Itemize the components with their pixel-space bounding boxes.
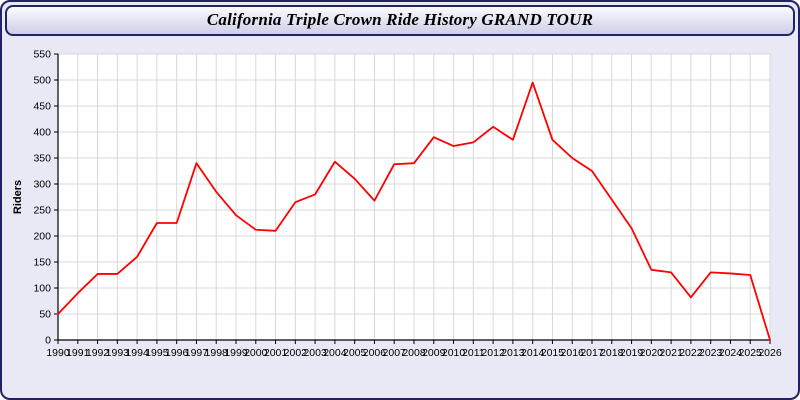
x-tick-label: 1991 xyxy=(66,347,90,359)
x-tick-label: 2012 xyxy=(481,347,505,359)
x-tick-label: 2002 xyxy=(284,347,308,359)
x-tick-label: 2010 xyxy=(442,347,466,359)
ride-history-line-chart: 0501001502002503003504004505005501990199… xyxy=(12,49,782,360)
y-axis-title: Riders xyxy=(12,180,24,214)
y-tick-label: 100 xyxy=(33,283,51,295)
x-tick-label: 1996 xyxy=(165,347,189,359)
y-tick-label: 550 xyxy=(33,49,51,61)
x-tick-label: 2007 xyxy=(383,347,407,359)
x-tick-label: 2016 xyxy=(561,347,585,359)
x-tick-label: 2017 xyxy=(580,347,604,359)
grid-lines xyxy=(57,53,771,341)
y-tick-label: 150 xyxy=(33,257,51,269)
x-tick-label: 2013 xyxy=(501,347,525,359)
x-tick-label: 1998 xyxy=(205,347,229,359)
x-tick-label: 2025 xyxy=(739,347,763,359)
x-tick-label: 2014 xyxy=(521,347,545,359)
y-axis-ticks: 0 50 100 150 200 250 300 350 400 450 500 550 xyxy=(33,49,58,347)
chart-container: 0 50 100 150 200 250 300 350 400 450 500 550 1990 199… xyxy=(8,42,792,387)
x-tick-label: 2000 xyxy=(244,347,268,359)
x-tick-label: 2003 xyxy=(303,347,327,359)
y-tick-label: 250 xyxy=(33,205,51,217)
y-tick-label: 300 xyxy=(33,179,51,191)
page-title: California Triple Crown Ride History GRA… xyxy=(206,10,594,29)
x-tick-label: 2018 xyxy=(600,347,624,359)
x-tick-label: 2023 xyxy=(699,347,723,359)
x-tick-label: 2011 xyxy=(462,347,485,359)
title-bar: California Triple Crown Ride History GRA… xyxy=(5,5,795,36)
x-tick-label: 1995 xyxy=(145,347,169,359)
y-tick-label: 400 xyxy=(33,127,51,139)
y-tick-label: 200 xyxy=(33,231,51,243)
x-tick-label: 1992 xyxy=(86,347,110,359)
x-tick-label: 2026 xyxy=(758,347,782,359)
x-tick-label: 2019 xyxy=(620,347,644,359)
y-tick-label: 500 xyxy=(33,75,51,87)
x-tick-label: 2022 xyxy=(679,347,703,359)
y-tick-label: 450 xyxy=(33,101,51,113)
riders-series-line xyxy=(57,81,771,341)
x-tick-label: 2015 xyxy=(541,347,565,359)
x-tick-label: 1994 xyxy=(125,347,149,359)
x-axis-ticks: 1990199119921993199419951996199719981999… xyxy=(46,340,782,359)
x-tick-label: 2001 xyxy=(264,347,288,359)
x-tick-label: 1997 xyxy=(185,347,209,359)
x-tick-label: 2009 xyxy=(422,347,446,359)
x-tick-label: 2005 xyxy=(343,347,367,359)
x-tick-label: 2004 xyxy=(323,347,347,359)
x-tick-label: 1993 xyxy=(106,347,130,359)
y-tick-label: 350 xyxy=(33,153,51,165)
x-tick-label: 2008 xyxy=(402,347,426,359)
x-tick-label: 2024 xyxy=(719,347,743,359)
y-tick-label: 50 xyxy=(39,309,51,321)
x-tick-label: 1990 xyxy=(46,347,70,359)
x-tick-label: 1999 xyxy=(224,347,248,359)
x-tick-label: 2021 xyxy=(659,347,683,359)
x-tick-label: 2020 xyxy=(640,347,664,359)
y-tick-label: 0 xyxy=(45,335,51,347)
x-tick-label: 2006 xyxy=(363,347,387,359)
